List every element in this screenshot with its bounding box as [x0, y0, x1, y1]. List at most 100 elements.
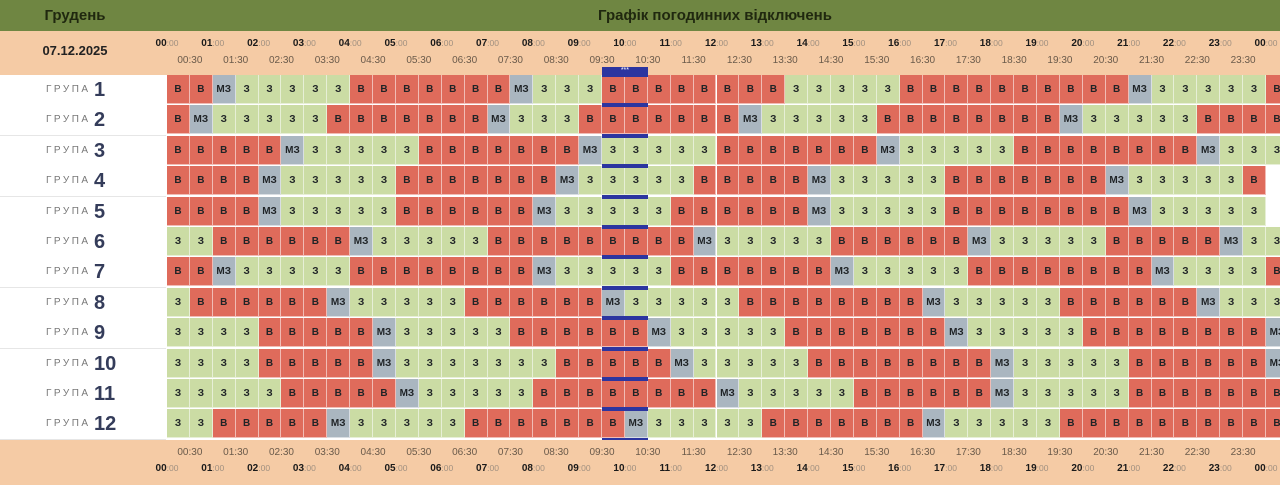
slot-cell[interactable]: В [647, 75, 671, 104]
slot-cell[interactable]: З [899, 196, 923, 226]
slot-cell[interactable]: В [556, 135, 580, 165]
slot-cell[interactable]: В [556, 318, 580, 348]
slot-cell[interactable]: В [670, 105, 694, 135]
slot-cell[interactable]: В [1014, 135, 1038, 165]
slot-cell[interactable]: В [1037, 75, 1060, 104]
slot-cell[interactable]: В [189, 166, 213, 196]
slot-cell[interactable]: В [167, 105, 190, 135]
slot-cell[interactable]: З [1151, 105, 1175, 135]
slot-cell[interactable]: З [1151, 196, 1175, 226]
slot-cell[interactable]: З [876, 196, 900, 226]
slot-cell[interactable]: МЗ [602, 287, 625, 317]
slot-cell[interactable]: В [373, 257, 396, 287]
slot-cell[interactable]: В [968, 75, 992, 104]
slot-cell[interactable]: В [1197, 318, 1221, 348]
slot-cell[interactable]: В [1197, 379, 1221, 408]
slot-cell[interactable]: З [373, 287, 396, 317]
slot-cell[interactable]: МЗ [258, 196, 282, 226]
slot-cell[interactable]: З [785, 227, 809, 256]
slot-cell[interactable]: МЗ [670, 348, 694, 378]
slot-cell[interactable]: В [739, 135, 763, 165]
slot-cell[interactable]: З [464, 318, 488, 348]
slot-cell[interactable]: В [899, 105, 923, 135]
slot-cell[interactable]: В [876, 379, 900, 408]
slot-cell[interactable]: В [441, 135, 465, 165]
slot-cell[interactable]: В [556, 287, 580, 317]
slot-cell[interactable]: МЗ [991, 348, 1015, 378]
slot-cell[interactable]: З [1037, 287, 1060, 317]
slot-cell[interactable]: З [189, 409, 213, 439]
slot-cell[interactable]: В [1243, 348, 1266, 378]
slot-cell[interactable]: З [464, 379, 488, 408]
slot-cell[interactable]: В [1128, 379, 1152, 408]
slot-cell[interactable]: З [304, 75, 328, 104]
slot-cell[interactable]: В [1082, 196, 1106, 226]
slot-cell[interactable]: З [899, 257, 923, 287]
slot-cell[interactable]: МЗ [1197, 135, 1221, 165]
slot-cell[interactable]: В [533, 287, 557, 317]
slot-cell[interactable]: МЗ [1128, 196, 1152, 226]
slot-cell[interactable]: В [739, 257, 763, 287]
slot-cell[interactable]: МЗ [510, 75, 534, 104]
slot-cell[interactable]: З [830, 379, 854, 408]
slot-cell[interactable]: З [350, 409, 374, 439]
slot-cell[interactable]: МЗ [1128, 75, 1152, 104]
slot-cell[interactable]: З [167, 409, 190, 439]
slot-cell[interactable]: В [189, 257, 213, 287]
slot-cell[interactable]: В [991, 166, 1015, 196]
slot-cell[interactable]: В [395, 105, 419, 135]
slot-cell[interactable]: В [304, 348, 328, 378]
slot-cell[interactable]: З [487, 379, 511, 408]
slot-cell[interactable]: З [716, 348, 740, 378]
slot-cell[interactable]: В [1059, 287, 1083, 317]
slot-cell[interactable]: З [1174, 105, 1198, 135]
slot-cell[interactable]: В [670, 227, 694, 256]
slot-cell[interactable]: В [991, 196, 1015, 226]
slot-cell[interactable]: В [785, 166, 809, 196]
slot-cell[interactable]: В [235, 166, 259, 196]
slot-cell[interactable]: З [167, 227, 190, 256]
slot-cell[interactable]: В [281, 409, 305, 439]
slot-cell[interactable]: З [1197, 75, 1221, 104]
slot-cell[interactable]: В [464, 257, 488, 287]
slot-cell[interactable]: В [1128, 257, 1152, 287]
slot-cell[interactable]: МЗ [281, 135, 305, 165]
slot-cell[interactable]: З [579, 75, 603, 104]
slot-cell[interactable]: В [487, 75, 511, 104]
slot-cell[interactable]: З [830, 196, 854, 226]
slot-cell[interactable]: З [624, 287, 648, 317]
slot-cell[interactable]: В [1266, 105, 1280, 135]
slot-cell[interactable]: З [1014, 379, 1038, 408]
slot-cell[interactable]: З [670, 135, 694, 165]
slot-cell[interactable]: В [991, 105, 1015, 135]
slot-cell[interactable]: В [624, 105, 648, 135]
slot-cell[interactable]: З [716, 287, 740, 317]
slot-cell[interactable]: В [624, 227, 648, 256]
slot-cell[interactable]: З [968, 287, 992, 317]
slot-cell[interactable]: В [258, 409, 282, 439]
slot-cell[interactable]: З [853, 105, 877, 135]
slot-cell[interactable]: МЗ [808, 196, 831, 226]
slot-cell[interactable]: МЗ [212, 75, 236, 104]
slot-cell[interactable]: В [1174, 287, 1198, 317]
slot-cell[interactable]: В [1105, 227, 1129, 256]
slot-cell[interactable]: З [510, 379, 534, 408]
slot-cell[interactable]: В [418, 105, 442, 135]
slot-cell[interactable]: В [876, 348, 900, 378]
slot-cell[interactable]: В [1151, 135, 1175, 165]
slot-cell[interactable]: З [830, 166, 854, 196]
slot-cell[interactable]: З [579, 166, 603, 196]
slot-cell[interactable]: З [1151, 75, 1175, 104]
slot-cell[interactable]: З [441, 409, 465, 439]
slot-cell[interactable]: МЗ [1197, 287, 1221, 317]
slot-cell[interactable]: В [304, 379, 328, 408]
slot-cell[interactable]: В [1174, 379, 1198, 408]
slot-cell[interactable]: З [762, 318, 786, 348]
slot-cell[interactable]: З [1014, 287, 1038, 317]
slot-cell[interactable]: В [212, 166, 236, 196]
slot-cell[interactable]: В [350, 379, 374, 408]
slot-cell[interactable]: З [1174, 75, 1198, 104]
slot-cell[interactable]: В [464, 287, 488, 317]
slot-cell[interactable]: В [533, 166, 557, 196]
slot-cell[interactable]: В [395, 166, 419, 196]
